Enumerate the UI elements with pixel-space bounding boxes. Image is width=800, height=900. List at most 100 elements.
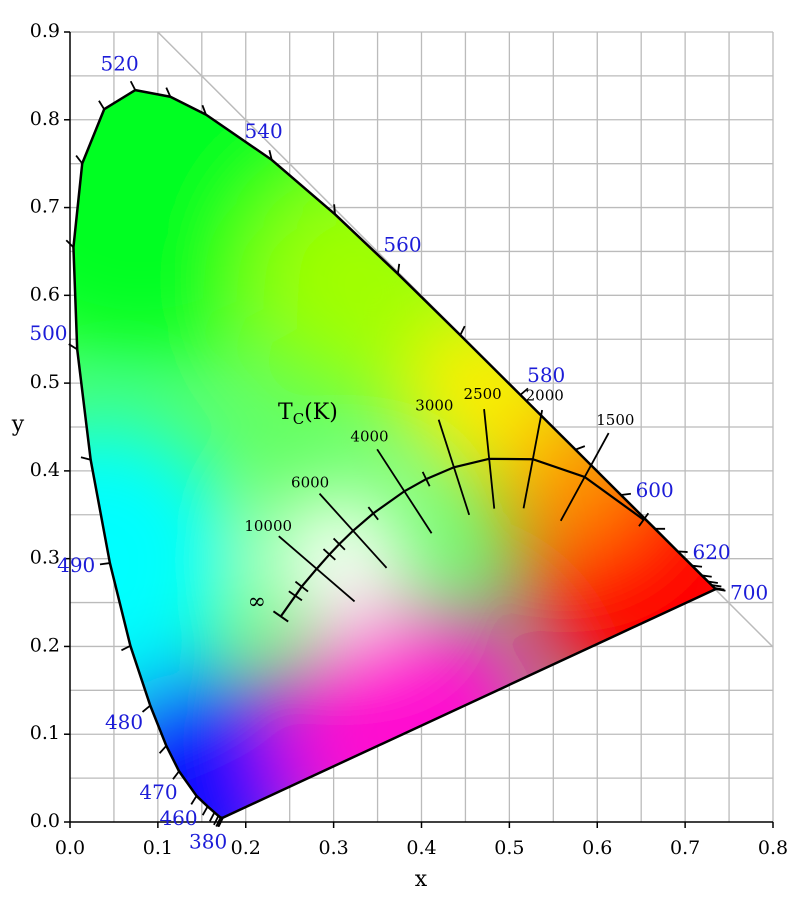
planckian-title-main: T — [278, 400, 293, 425]
wavelength-label: 480 — [105, 710, 143, 734]
wavelength-tick — [575, 445, 586, 451]
wavelength-tick — [519, 387, 529, 396]
planckian-title: TC(K) — [278, 400, 338, 428]
isotherm-label: 1500 — [596, 411, 634, 429]
wavelength-label: 380 — [189, 829, 227, 853]
wavelength-tick — [209, 812, 216, 822]
isotherm-label: 4000 — [350, 428, 388, 446]
wavelength-tick — [129, 80, 137, 91]
wavelength-label: 580 — [527, 363, 565, 387]
isotherm — [559, 432, 610, 522]
wavelength-label: 470 — [139, 780, 177, 804]
y-tick-label: 0.6 — [30, 283, 60, 305]
isotherm-label: 6000 — [291, 473, 329, 491]
y-tick-label: 0.0 — [30, 810, 60, 832]
wavelength-tick — [707, 580, 718, 584]
infinity-label: ∞ — [248, 589, 266, 614]
wavelength-tick — [80, 456, 91, 461]
wavelength-tick — [75, 155, 83, 165]
y-tick-label: 0.1 — [30, 722, 60, 744]
wavelength-tick — [201, 806, 209, 816]
isotherm-tick — [294, 580, 309, 593]
wavelength-tick — [98, 100, 105, 110]
wavelength-tick — [172, 770, 180, 780]
wavelength-tick — [99, 562, 111, 566]
wavelength-tick — [714, 587, 725, 591]
wavelength-label: 500 — [29, 321, 67, 345]
isotherm-tick — [421, 471, 431, 487]
wavelength-label: 600 — [636, 478, 674, 502]
x-tick-label: 0.1 — [143, 837, 173, 859]
y-tick-label: 0.5 — [30, 371, 60, 393]
isotherm — [437, 419, 471, 516]
isotherm-tick — [367, 506, 379, 521]
x-axis-label: x — [415, 867, 428, 892]
wavelength-tick — [141, 704, 151, 713]
infinity-end — [272, 610, 289, 623]
x-tick-label: 0.8 — [758, 837, 788, 859]
wavelength-tick — [213, 815, 220, 826]
isotherm-tick — [322, 548, 336, 561]
y-axis-label: y — [11, 412, 25, 437]
x-tick-label: 0.5 — [494, 837, 524, 859]
wavelength-tick — [201, 104, 207, 115]
wavelength-label: 540 — [245, 119, 283, 143]
x-tick-label: 0.3 — [319, 837, 349, 859]
x-tick-label: 0.4 — [406, 837, 436, 859]
isotherm — [483, 409, 496, 509]
y-tick-label: 0.9 — [30, 20, 60, 42]
wavelength-tick — [165, 87, 172, 98]
wavelength-tick — [121, 645, 131, 652]
x-tick-label: 0.0 — [55, 837, 85, 859]
wavelength-tick — [158, 745, 167, 754]
wavelength-tick — [215, 817, 222, 827]
wavelength-label: 700 — [730, 580, 768, 604]
isotherm-tick — [288, 590, 303, 602]
wavelength-label: 490 — [57, 553, 95, 577]
wavelength-tick — [65, 239, 75, 248]
wavelength-tick — [711, 584, 722, 588]
wavelength-tick — [691, 564, 703, 568]
isotherm — [318, 493, 388, 569]
planckian-locus — [294, 457, 645, 597]
isotherm — [376, 448, 433, 534]
planckian-locus-tail — [279, 595, 297, 618]
y-tick-label: 0.4 — [30, 459, 60, 481]
wavelength-label: 520 — [101, 52, 139, 76]
isotherm-label: 10000 — [244, 517, 292, 535]
wavelength-label: 620 — [692, 540, 730, 564]
wavelength-tick — [190, 795, 198, 805]
isotherm-tick — [638, 512, 650, 527]
y-tick-label: 0.7 — [30, 196, 60, 218]
y-tick-label: 0.2 — [30, 634, 60, 656]
wavelength-tick — [677, 550, 688, 553]
isotherm — [522, 409, 544, 509]
wavelength-tick — [268, 149, 273, 161]
y-tick-label: 0.3 — [30, 547, 60, 569]
wavelength-tick — [333, 204, 336, 215]
isotherm-label: 3000 — [415, 396, 453, 414]
wavelength-tick — [396, 263, 401, 274]
wavelength-label: 460 — [159, 806, 197, 830]
wavelength-tick — [459, 325, 466, 336]
spectral-locus — [72, 88, 717, 820]
wavelength-tick — [701, 574, 712, 578]
x-tick-label: 0.2 — [231, 837, 261, 859]
wavelength-tick — [68, 343, 78, 351]
isotherm-label: 2000 — [526, 386, 564, 404]
planckian-title-sub: C — [293, 410, 304, 428]
x-tick-label: 0.6 — [582, 837, 612, 859]
wavelength-label: 560 — [383, 233, 421, 257]
wavelength-tick — [217, 817, 224, 828]
x-tick-label: 0.7 — [670, 837, 700, 859]
wavelength-tick — [620, 492, 632, 496]
isotherm-label: 2500 — [464, 385, 502, 403]
y-tick-label: 0.8 — [30, 108, 60, 130]
wavelength-tick — [715, 588, 726, 592]
isotherm — [278, 535, 356, 603]
isotherm-tick — [332, 537, 346, 551]
